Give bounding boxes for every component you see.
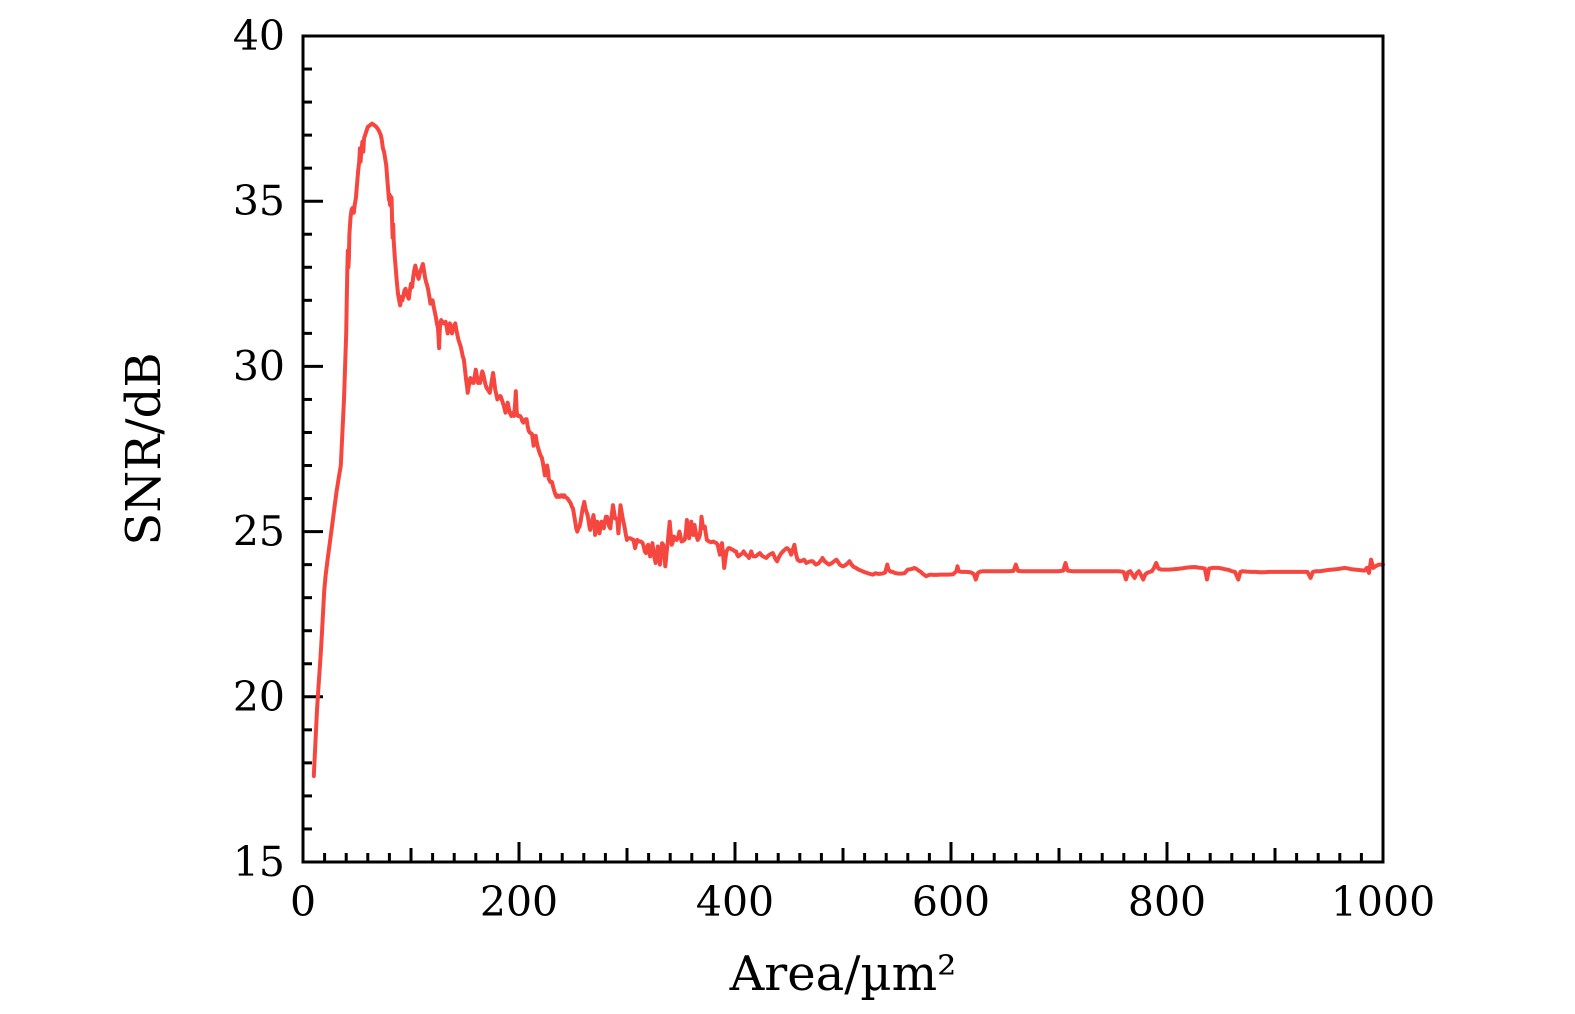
x-axis-title: Area/µm² — [729, 946, 957, 1002]
y-axis-title: SNR/dB — [116, 352, 172, 545]
y-tick-label: 15 — [233, 838, 285, 886]
y-tick-label: 40 — [233, 12, 285, 60]
y-tick-label: 20 — [233, 673, 285, 721]
x-tick-label: 400 — [696, 878, 774, 926]
y-tick-label: 25 — [233, 508, 285, 556]
x-tick-label: 200 — [480, 878, 558, 926]
y-tick-label: 30 — [233, 342, 285, 390]
x-tick-label: 800 — [1128, 878, 1206, 926]
snr-series-line — [311, 121, 1385, 779]
x-tick-label: 1000 — [1331, 878, 1435, 926]
y-tick-label: 35 — [233, 177, 285, 225]
axis-ticks — [301, 34, 1385, 864]
x-tick-label: 0 — [290, 878, 316, 926]
x-tick-label: 600 — [912, 878, 990, 926]
plot-frame — [301, 34, 1385, 864]
axis-tick-labels: 0 200 400 600 800 1000 15 20 25 30 35 40 — [233, 12, 1435, 926]
